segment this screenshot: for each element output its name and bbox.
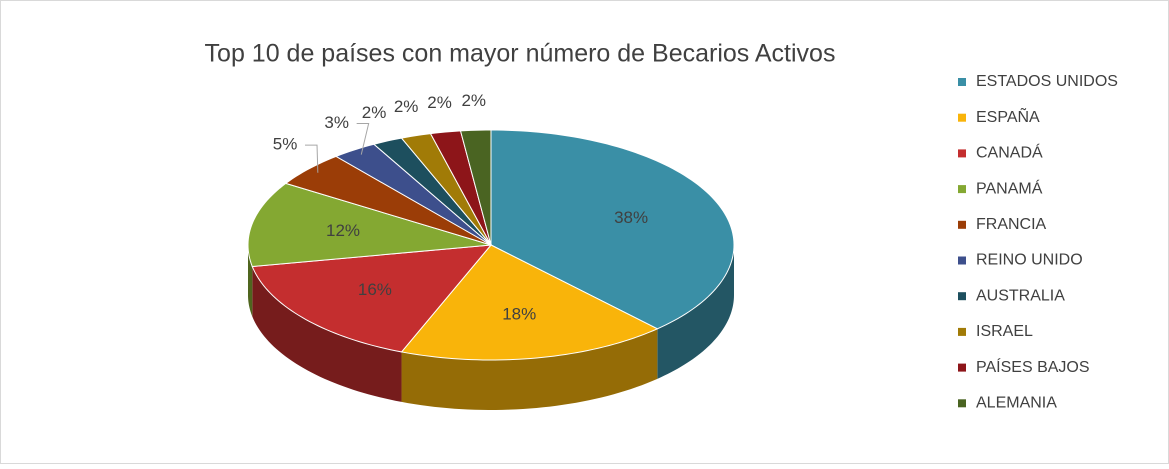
slice bbox=[247, 182, 492, 268]
legend-label: ESPAÑA bbox=[976, 106, 1040, 126]
legend-label: CANADÁ bbox=[976, 143, 1043, 162]
slice bbox=[284, 155, 492, 246]
legend-label: ALEMANIA bbox=[976, 395, 1057, 412]
legend-swatch bbox=[958, 113, 966, 122]
legend-label: ISRAEL bbox=[976, 323, 1033, 340]
leader-line bbox=[305, 144, 319, 173]
slice-side bbox=[252, 266, 402, 402]
legend-swatch bbox=[958, 363, 966, 372]
slice bbox=[372, 137, 492, 246]
legend-swatch bbox=[958, 256, 966, 265]
legend-label: PAÍSES BAJOS bbox=[976, 357, 1090, 376]
legend-label: REINO UNIDO bbox=[976, 252, 1083, 269]
data-label: 2% bbox=[427, 93, 452, 112]
data-label: 38% bbox=[614, 208, 648, 227]
data-label: 2% bbox=[461, 91, 486, 110]
legend-swatch bbox=[958, 292, 966, 301]
legend-swatch bbox=[958, 78, 966, 86]
slice bbox=[251, 244, 493, 353]
legend-label: FRANCIA bbox=[976, 216, 1047, 233]
slice bbox=[400, 244, 659, 361]
legend-label: AUSTRALIA bbox=[976, 287, 1065, 304]
legend-swatch bbox=[958, 399, 966, 408]
slice-side bbox=[401, 328, 658, 410]
legend-label: PANAMÁ bbox=[976, 178, 1043, 197]
legend-swatch bbox=[958, 220, 966, 229]
slice bbox=[400, 133, 492, 246]
legend-swatch bbox=[958, 327, 966, 336]
data-label: 3% bbox=[324, 113, 349, 132]
slice bbox=[490, 129, 735, 330]
data-label: 5% bbox=[273, 135, 298, 154]
slice bbox=[429, 130, 492, 246]
slice-side bbox=[248, 245, 253, 317]
legend-swatch bbox=[958, 185, 966, 194]
data-label: 18% bbox=[502, 305, 536, 324]
chart-title: Top 10 de países con mayor número de Bec… bbox=[205, 40, 836, 68]
slice-side bbox=[657, 245, 734, 379]
data-label: 16% bbox=[358, 280, 392, 299]
legend-label: ESTADOS UNIDOS bbox=[976, 73, 1118, 90]
slice bbox=[334, 143, 492, 246]
data-label: 12% bbox=[326, 221, 360, 240]
data-label: 2% bbox=[394, 97, 419, 116]
leader-line bbox=[356, 123, 370, 155]
data-label: 2% bbox=[362, 103, 387, 122]
slice bbox=[459, 129, 492, 246]
legend-swatch bbox=[958, 149, 966, 158]
